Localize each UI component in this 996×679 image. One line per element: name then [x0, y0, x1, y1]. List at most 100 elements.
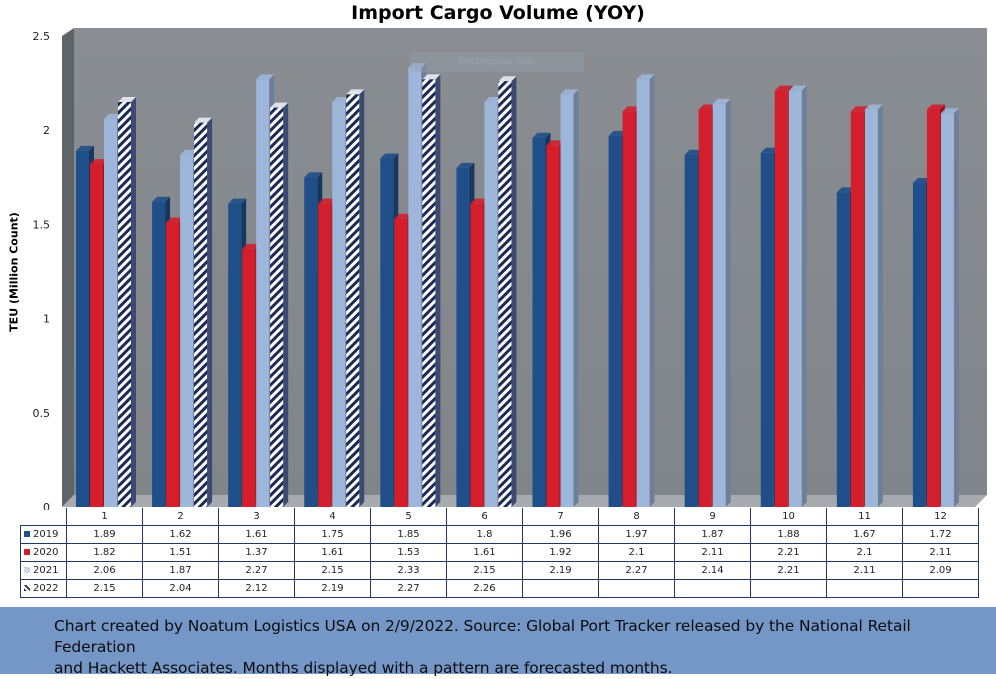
data-label: 2.27: [218, 561, 295, 580]
bar-2019-1: [76, 150, 89, 507]
bar-top-2021-4: [332, 96, 351, 102]
category-label: 12: [902, 508, 979, 526]
data-label: 2.09: [902, 561, 979, 580]
data-label: 2.14: [674, 561, 751, 580]
legend-entry: 2021: [20, 561, 67, 580]
data-label: 2.27: [598, 561, 675, 580]
data-label: 2.04: [142, 579, 219, 598]
footer-line-1: Chart created by Noatum Logistics USA on…: [54, 617, 911, 656]
footer: Chart created by Noatum Logistics USA on…: [0, 607, 996, 677]
floor: [62, 495, 987, 507]
data-label: 1.82: [66, 543, 143, 562]
legend-key-icon: [24, 585, 30, 591]
bar-top-2021-10: [788, 85, 807, 91]
data-label: 1.37: [218, 543, 295, 562]
bar-top-2021-12: [940, 108, 959, 114]
bar-2020-8: [622, 111, 636, 508]
bar-top-2021-3: [256, 74, 275, 80]
legend-entry: 2019: [20, 525, 67, 544]
bar-top-2022-2: [194, 117, 213, 123]
bar-top-2020-9: [698, 104, 717, 110]
plot-area: 0 0.5 1 1.5 2 2.5: [33, 28, 987, 510]
category-label: 4: [294, 508, 371, 526]
category-label: 10: [750, 508, 827, 526]
bar-top-2020-2: [166, 217, 185, 223]
bar-2020-10: [774, 90, 788, 508]
data-label: 1.75: [294, 525, 371, 544]
data-label: 1.85: [370, 525, 447, 544]
data-label: 1.72: [902, 525, 979, 544]
bar-2019-9: [684, 154, 698, 507]
bar-top-2020-8: [622, 106, 641, 112]
y-axis-label: TEU (Million Count): [7, 212, 21, 332]
bar-top-2021-9: [712, 98, 731, 104]
bar-2022-1: [118, 101, 131, 507]
data-label: [902, 579, 979, 598]
bar-top-2022-1: [118, 96, 136, 102]
data-label: 2.21: [750, 561, 827, 580]
bar-top-2019-1: [76, 145, 94, 151]
bar-2020-5: [394, 218, 408, 508]
bar-side-2021-8: [649, 74, 655, 507]
y-tick-label: 0.5: [33, 407, 51, 420]
footer-line-2: and Hackett Associates. Months displayed…: [54, 659, 673, 677]
bar-top-2019-8: [608, 130, 627, 136]
bar-2020-12: [926, 109, 940, 507]
bar-top-2020-6: [470, 198, 489, 204]
bar-top-2021-6: [484, 96, 503, 102]
back-wall: [74, 28, 987, 495]
data-label: [750, 579, 827, 598]
data-label: 1.53: [370, 543, 447, 562]
legend-key-icon: [24, 549, 30, 555]
table-corner: [21, 508, 67, 526]
data-label: 1.51: [142, 543, 219, 562]
legend-entry: 2020: [20, 543, 67, 562]
bar-2021-3: [256, 79, 270, 507]
data-label: 2.33: [370, 561, 447, 580]
data-label: 1.87: [142, 561, 219, 580]
data-label: 1.67: [826, 525, 903, 544]
bar-side-2022-6: [511, 76, 517, 507]
bar-2020-2: [166, 222, 180, 508]
data-table: 1 2 3 4 5 6 7 8 9 10 11 12 2019 1.89 1.62 1.61 1.75 1.85 1…: [20, 508, 979, 598]
bar-top-2021-11: [864, 104, 883, 110]
data-label: 2.06: [66, 561, 143, 580]
bar-2021-10: [788, 90, 802, 508]
bar-2022-5: [422, 79, 436, 507]
bar-top-2019-5: [380, 153, 399, 159]
bar-top-2021-5: [408, 63, 427, 69]
y-tick-label: 2: [43, 124, 50, 137]
data-label: 2.15: [294, 561, 371, 580]
table-row: 2021 2.06 1.87 2.27 2.15 2.33 2.15 2.19 2.27 2.14…: [20, 561, 979, 580]
category-label: 1: [66, 508, 143, 526]
bar-2019-7: [532, 137, 546, 507]
data-label: 1.61: [294, 543, 371, 562]
bar-top-2022-3: [270, 102, 289, 108]
y-tick-label: 2.5: [33, 30, 51, 43]
bar-2019-8: [608, 135, 622, 508]
bar-top-2019-9: [684, 149, 703, 155]
bar-top-2022-5: [422, 74, 441, 80]
bar-2020-1: [90, 164, 103, 507]
bar-2021-7: [560, 94, 574, 508]
category-label: 3: [218, 508, 295, 526]
data-label: 1.92: [522, 543, 599, 562]
category-label: 6: [446, 508, 523, 526]
data-label: 2.11: [674, 543, 751, 562]
legend-label: 2022: [33, 583, 59, 594]
bar-top-2019-2: [152, 196, 171, 202]
bar-2021-2: [180, 154, 194, 507]
legend-label: 2020: [33, 547, 59, 558]
table-header-row: 1 2 3 4 5 6 7 8 9 10 11 12: [21, 508, 979, 526]
bar-top-2020-7: [546, 140, 565, 146]
bar-top-2022-6: [498, 76, 517, 82]
bar-side-2022-5: [435, 74, 441, 507]
category-label: 11: [826, 508, 903, 526]
bar-2021-4: [332, 101, 346, 507]
bar-top-2019-11: [836, 187, 855, 193]
bar-top-2019-3: [228, 198, 247, 204]
bar-2020-7: [546, 145, 560, 507]
bar-2019-2: [152, 201, 166, 508]
category-label: 9: [674, 508, 751, 526]
bar-side-2022-4: [359, 89, 365, 508]
